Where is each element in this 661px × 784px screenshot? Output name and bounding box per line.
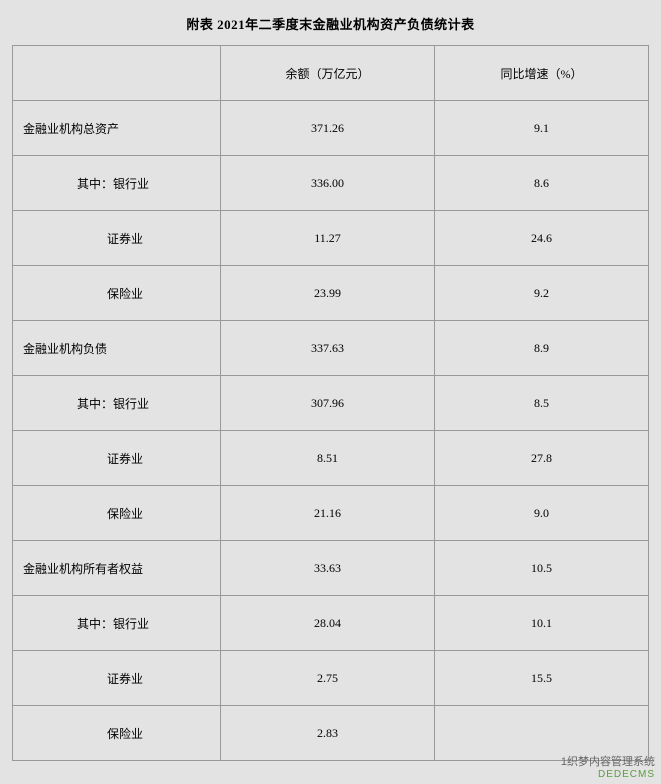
col-header-balance: 余额（万亿元） bbox=[221, 46, 435, 101]
row-label: 保险业 bbox=[13, 486, 221, 541]
row-growth: 27.8 bbox=[435, 431, 649, 486]
watermark-line2: DEDECMS bbox=[598, 769, 655, 780]
row-label: 证券业 bbox=[13, 211, 221, 266]
table-row: 其中：银行业307.968.5 bbox=[13, 376, 649, 431]
row-balance: 33.63 bbox=[221, 541, 435, 596]
row-label: 证券业 bbox=[13, 431, 221, 486]
row-growth: 10.5 bbox=[435, 541, 649, 596]
table-row: 证券业2.7515.5 bbox=[13, 651, 649, 706]
row-label: 其中：银行业 bbox=[13, 156, 221, 211]
row-balance: 371.26 bbox=[221, 101, 435, 156]
table-row: 其中：银行业28.0410.1 bbox=[13, 596, 649, 651]
page-title: 附表 2021年二季度末金融业机构资产负债统计表 bbox=[0, 0, 661, 45]
col-header-empty bbox=[13, 46, 221, 101]
row-balance: 8.51 bbox=[221, 431, 435, 486]
row-balance: 2.75 bbox=[221, 651, 435, 706]
row-growth: 8.6 bbox=[435, 156, 649, 211]
table-row: 金融业机构负债337.638.9 bbox=[13, 321, 649, 376]
row-growth: 10.1 bbox=[435, 596, 649, 651]
row-balance: 2.83 bbox=[221, 706, 435, 761]
row-label: 其中：银行业 bbox=[13, 596, 221, 651]
table-row: 证券业8.5127.8 bbox=[13, 431, 649, 486]
row-growth: 9.0 bbox=[435, 486, 649, 541]
row-growth: 9.2 bbox=[435, 266, 649, 321]
row-growth: 9.1 bbox=[435, 101, 649, 156]
row-balance: 11.27 bbox=[221, 211, 435, 266]
row-label: 其中：银行业 bbox=[13, 376, 221, 431]
table-row: 保险业23.999.2 bbox=[13, 266, 649, 321]
table-row: 其中：银行业336.008.6 bbox=[13, 156, 649, 211]
stats-table: 余额（万亿元） 同比增速（%） 金融业机构总资产371.269.1其中：银行业3… bbox=[12, 45, 649, 761]
row-balance: 23.99 bbox=[221, 266, 435, 321]
row-balance: 336.00 bbox=[221, 156, 435, 211]
col-header-growth: 同比增速（%） bbox=[435, 46, 649, 101]
row-balance: 28.04 bbox=[221, 596, 435, 651]
row-label: 保险业 bbox=[13, 266, 221, 321]
row-label: 金融业机构负债 bbox=[13, 321, 221, 376]
row-growth: 24.6 bbox=[435, 211, 649, 266]
row-balance: 21.16 bbox=[221, 486, 435, 541]
table-row: 证券业11.2724.6 bbox=[13, 211, 649, 266]
row-label: 证券业 bbox=[13, 651, 221, 706]
row-growth: 8.5 bbox=[435, 376, 649, 431]
row-growth bbox=[435, 706, 649, 761]
row-growth: 8.9 bbox=[435, 321, 649, 376]
table-row: 金融业机构所有者权益33.6310.5 bbox=[13, 541, 649, 596]
table-row: 保险业21.169.0 bbox=[13, 486, 649, 541]
row-balance: 337.63 bbox=[221, 321, 435, 376]
row-label: 金融业机构总资产 bbox=[13, 101, 221, 156]
row-label: 保险业 bbox=[13, 706, 221, 761]
table-header-row: 余额（万亿元） 同比增速（%） bbox=[13, 46, 649, 101]
table-row: 保险业2.83 bbox=[13, 706, 649, 761]
table-row: 金融业机构总资产371.269.1 bbox=[13, 101, 649, 156]
row-balance: 307.96 bbox=[221, 376, 435, 431]
row-label: 金融业机构所有者权益 bbox=[13, 541, 221, 596]
row-growth: 15.5 bbox=[435, 651, 649, 706]
